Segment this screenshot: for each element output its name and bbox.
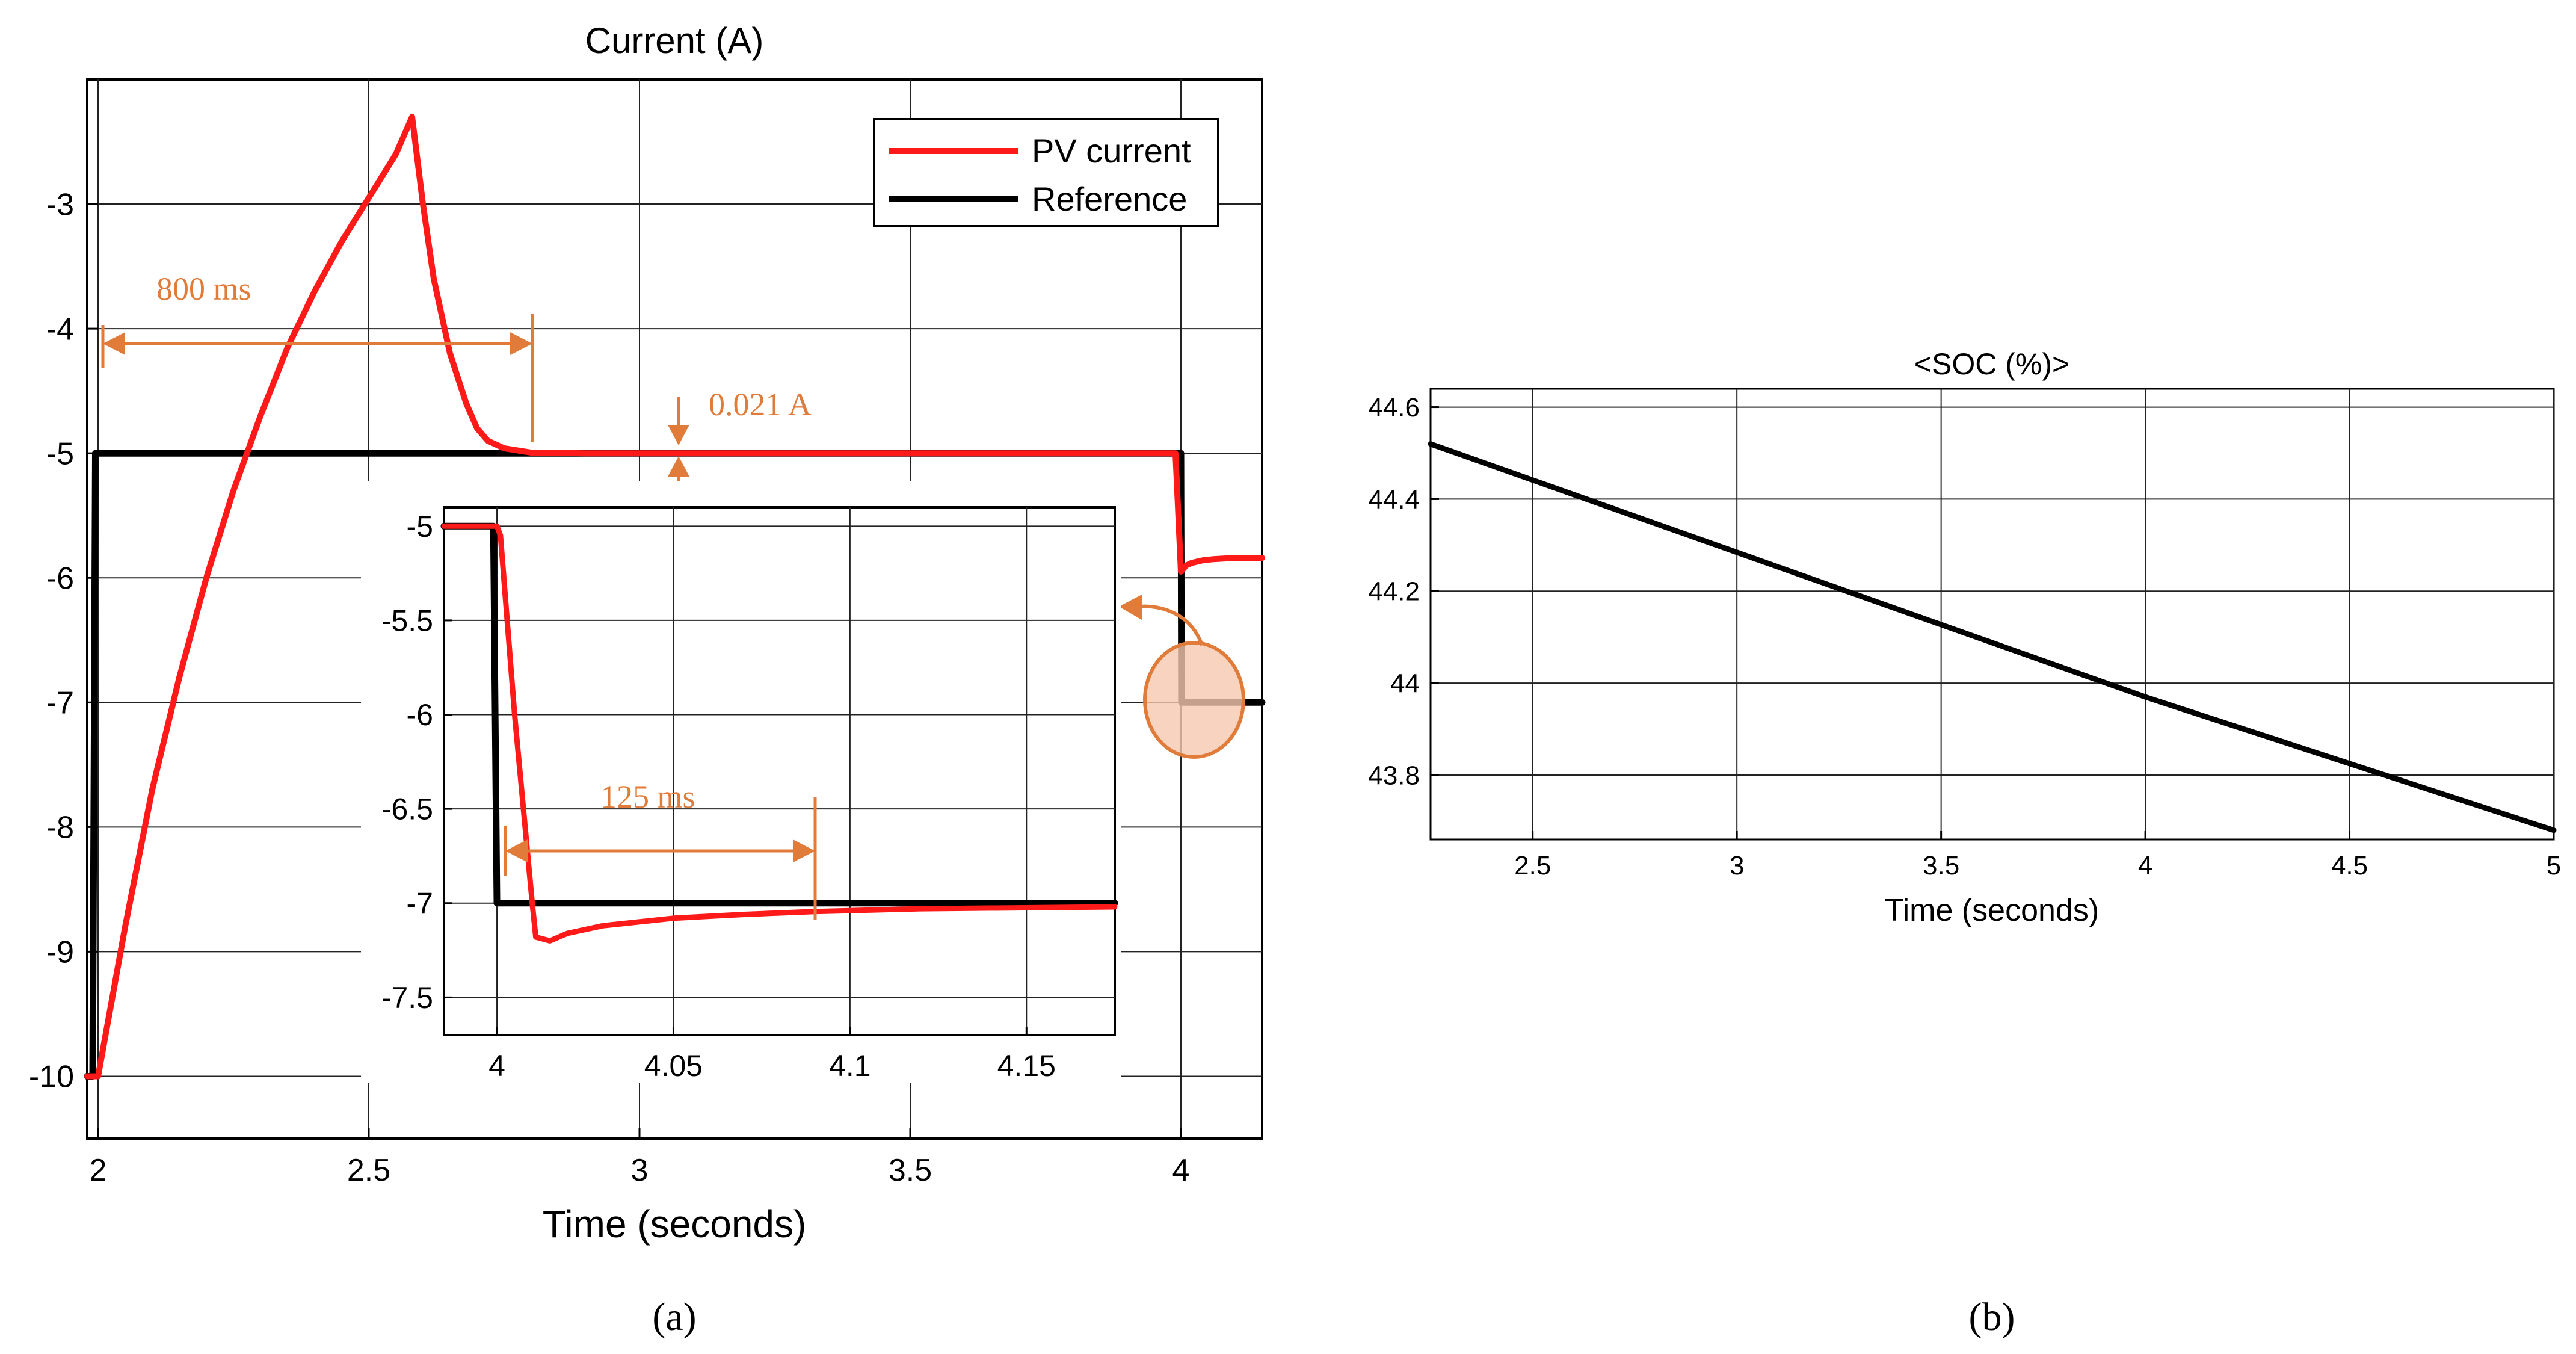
inset-y-tick-label: -5 <box>407 510 433 543</box>
inset-series <box>440 522 1118 944</box>
interval-125ms-label: 125 ms <box>600 779 695 815</box>
caption-b: (b) <box>1969 1295 2015 1339</box>
inset-y-tick-label: -7.5 <box>381 981 433 1015</box>
gap-label: 0.021 A <box>709 386 812 422</box>
chart-a-x-tick-label: 3 <box>631 1153 649 1188</box>
chart-a-y-tick-label: -7 <box>46 685 74 720</box>
chart-b-x-tick-label: 3 <box>1730 851 1744 880</box>
chart-b-x-tick-label: 3.5 <box>1923 851 1959 880</box>
highlight-circle <box>1143 641 1245 759</box>
gap-arrow-top-head <box>668 425 689 445</box>
legend-box <box>873 118 1219 227</box>
chart-a-inset: 4 4.05 4.1 4.15 -5 -5.5 -6 -6.5 -7 -7.5 125 ms <box>361 481 1121 1083</box>
chart-b-x-tick-label: 4 <box>2138 851 2152 880</box>
interval-800ms-arrow-right <box>510 332 532 355</box>
chart-b-y-tick-label: 43.8 <box>1368 761 1420 790</box>
interval-800ms-label: 800 ms <box>156 271 251 307</box>
highlight-callout-arrowhead <box>1119 595 1142 620</box>
chart-a-x-tick-label: 2 <box>90 1153 107 1188</box>
interval-125ms-arrow-right <box>793 839 815 862</box>
chart-b-x-tick-label: 2.5 <box>1514 851 1551 880</box>
chart-a-y-tick-label: -9 <box>46 935 74 970</box>
chart-a-y-tick-label: -6 <box>46 561 74 596</box>
chart-b-series <box>1428 441 2557 833</box>
interval-800ms-arrow-left <box>103 332 125 355</box>
chart-a-ticks: 2 2.5 3 3.5 4 -3 -4 -5 -6 -7 -8 -9 -10 <box>29 187 1190 1188</box>
chart-a-annotations: 800 ms 0.021 A <box>101 271 1245 759</box>
legend-reference-label: Reference <box>1032 180 1187 218</box>
inset-x-tick-label: 4 <box>488 1049 505 1083</box>
inset-plot-area <box>443 506 1116 1036</box>
chart-b-series-soc <box>1428 441 2557 833</box>
highlight-callout-arrow <box>1139 604 1204 646</box>
legend-pv-label: PV current <box>1032 132 1191 170</box>
chart-b-x-tick-label: 5 <box>2547 851 2561 880</box>
inset-x-tick-label: 4.15 <box>997 1049 1056 1083</box>
chart-a-y-tick-label: -3 <box>46 187 74 222</box>
inset-x-tick-label: 4.05 <box>644 1049 703 1083</box>
chart-b-y-tick-label: 44 <box>1390 669 1420 699</box>
inset-y-tick-label: -6 <box>407 698 433 732</box>
chart-b-x-axis-label: Time (seconds) <box>1885 893 2099 928</box>
inset-series-pv-current <box>441 523 1118 944</box>
chart-a-x-tick-label: 3.5 <box>889 1153 932 1188</box>
chart-a-x-tick-label: 4 <box>1172 1153 1190 1188</box>
inset-y-tick-label: -6.5 <box>381 793 433 826</box>
chart-a-x-tick-label: 2.5 <box>347 1153 390 1188</box>
chart-a-legend: PV current Reference <box>873 118 1219 227</box>
chart-a-series-pv-current <box>84 114 1265 1080</box>
chart-a-y-tick-label: -4 <box>46 312 74 347</box>
interval-125ms-arrow-left <box>505 839 528 862</box>
chart-b-title: <SOC (%)> <box>1914 347 2069 381</box>
inset-x-tick-label: 4.1 <box>829 1049 871 1083</box>
chart-a-y-tick-label: -10 <box>29 1060 74 1095</box>
chart-b-y-tick-label: 44.6 <box>1368 393 1420 422</box>
chart-b-ticks: 2.5 3 3.5 4 4.5 5 44.6 44.4 44.2 44 43.8 <box>1368 393 2561 880</box>
chart-b-x-tick-label: 4.5 <box>2331 851 2368 880</box>
chart-a-title: Current (A) <box>585 20 764 61</box>
chart-b-y-tick-label: 44.4 <box>1368 485 1420 515</box>
chart-a-y-tick-label: -5 <box>46 436 74 471</box>
inset-ticks: 4 4.05 4.1 4.15 -5 -5.5 -6 -6.5 -7 -7.5 <box>381 510 1056 1083</box>
chart-a-y-tick-label: -8 <box>46 811 74 845</box>
chart-b-plot-area <box>1429 388 2555 841</box>
chart-a-x-axis-label: Time (seconds) <box>543 1202 807 1246</box>
chart-b-y-tick-label: 44.2 <box>1368 577 1420 607</box>
inset-y-tick-label: -5.5 <box>381 604 433 637</box>
inset-annotation: 125 ms <box>504 779 817 920</box>
caption-a: (a) <box>652 1295 696 1339</box>
chart-b: 2.5 3 3.5 4 4.5 5 44.6 44.4 44.2 44 43.8 <SOC (%)>… <box>1368 347 2561 928</box>
inset-y-tick-label: -7 <box>407 886 433 920</box>
gap-arrow-bottom-head <box>668 456 689 477</box>
